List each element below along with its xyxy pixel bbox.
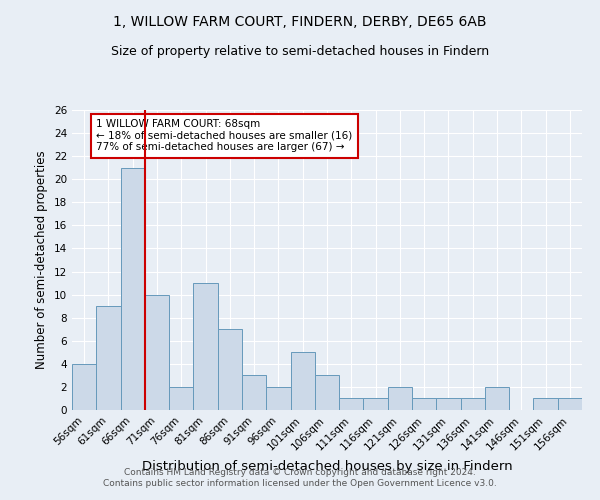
- Y-axis label: Number of semi-detached properties: Number of semi-detached properties: [35, 150, 49, 370]
- Bar: [461, 398, 485, 410]
- Bar: [72, 364, 96, 410]
- Bar: [315, 376, 339, 410]
- Bar: [242, 376, 266, 410]
- Bar: [412, 398, 436, 410]
- Bar: [339, 398, 364, 410]
- Bar: [558, 398, 582, 410]
- Bar: [193, 283, 218, 410]
- Bar: [266, 387, 290, 410]
- Text: Contains HM Land Registry data © Crown copyright and database right 2024.
Contai: Contains HM Land Registry data © Crown c…: [103, 468, 497, 487]
- Text: Size of property relative to semi-detached houses in Findern: Size of property relative to semi-detach…: [111, 45, 489, 58]
- Text: 1 WILLOW FARM COURT: 68sqm
← 18% of semi-detached houses are smaller (16)
77% of: 1 WILLOW FARM COURT: 68sqm ← 18% of semi…: [96, 119, 353, 152]
- Bar: [96, 306, 121, 410]
- Bar: [145, 294, 169, 410]
- Bar: [364, 398, 388, 410]
- Text: 1, WILLOW FARM COURT, FINDERN, DERBY, DE65 6AB: 1, WILLOW FARM COURT, FINDERN, DERBY, DE…: [113, 15, 487, 29]
- Bar: [169, 387, 193, 410]
- Bar: [388, 387, 412, 410]
- X-axis label: Distribution of semi-detached houses by size in Findern: Distribution of semi-detached houses by …: [142, 460, 512, 473]
- Bar: [290, 352, 315, 410]
- Bar: [485, 387, 509, 410]
- Bar: [436, 398, 461, 410]
- Bar: [533, 398, 558, 410]
- Bar: [121, 168, 145, 410]
- Bar: [218, 329, 242, 410]
